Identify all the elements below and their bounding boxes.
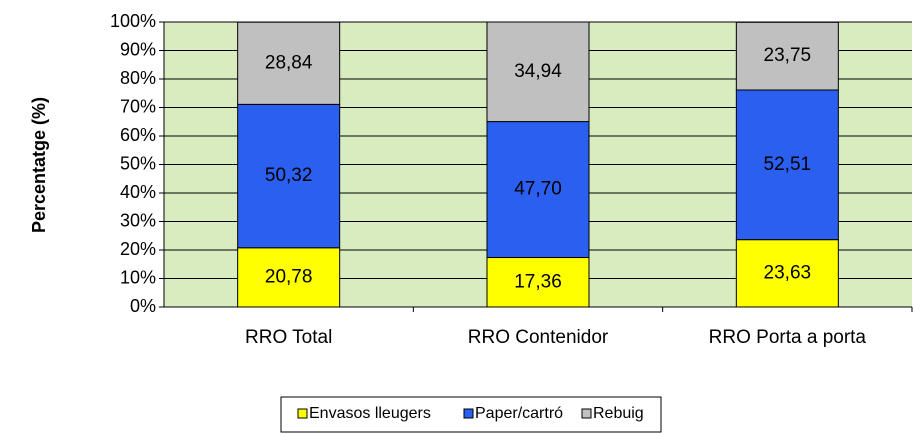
value-label: 17,36 [514,271,562,292]
y-tick-label: 60% [120,125,156,145]
y-tick-label: 70% [120,96,156,116]
legend: Envasos lleugers Paper/cartró Rebuig [280,396,662,433]
bar-segment [486,121,590,259]
value-label: 23,63 [764,262,812,283]
value-label: 28,84 [265,52,313,73]
legend-swatch [463,408,474,419]
bar-segment [735,21,839,91]
y-tick-label: 0% [130,296,156,316]
y-tick-label: 100% [110,11,156,31]
legend-swatch [297,408,308,419]
x-tick-label: RRO Total [245,327,332,348]
y-tick-label: 90% [120,39,156,59]
value-label: 47,70 [514,179,562,200]
value-label: 52,51 [764,154,812,175]
y-tick-label: 50% [120,153,156,173]
y-axis-label: Percentatge (%) [29,97,49,233]
bar-segment [486,21,590,123]
legend-swatch [581,408,592,419]
bar-segment [237,103,341,249]
x-tick-label: RRO Porta a porta [709,327,867,348]
bar-segment [237,21,341,105]
y-tick-label: 40% [120,182,156,202]
value-label: 34,94 [514,61,562,82]
value-label: 50,32 [265,165,313,186]
legend-label: Envasos lleugers [309,405,431,422]
value-label: 23,75 [764,45,812,66]
x-tick-label: RRO Contenidor [468,327,609,348]
y-tick-label: 80% [120,68,156,88]
bar-segment [237,247,341,308]
y-tick-label: 20% [120,239,156,259]
legend-label: Rebuig [593,405,644,422]
y-tick-label: 10% [120,267,156,287]
legend-box [280,396,662,433]
y-tick-label: 30% [120,210,156,230]
legend-label: Paper/cartró [475,405,563,422]
bar-segment [735,239,839,308]
value-label: 20,78 [265,266,313,287]
bar-segment [735,89,839,241]
